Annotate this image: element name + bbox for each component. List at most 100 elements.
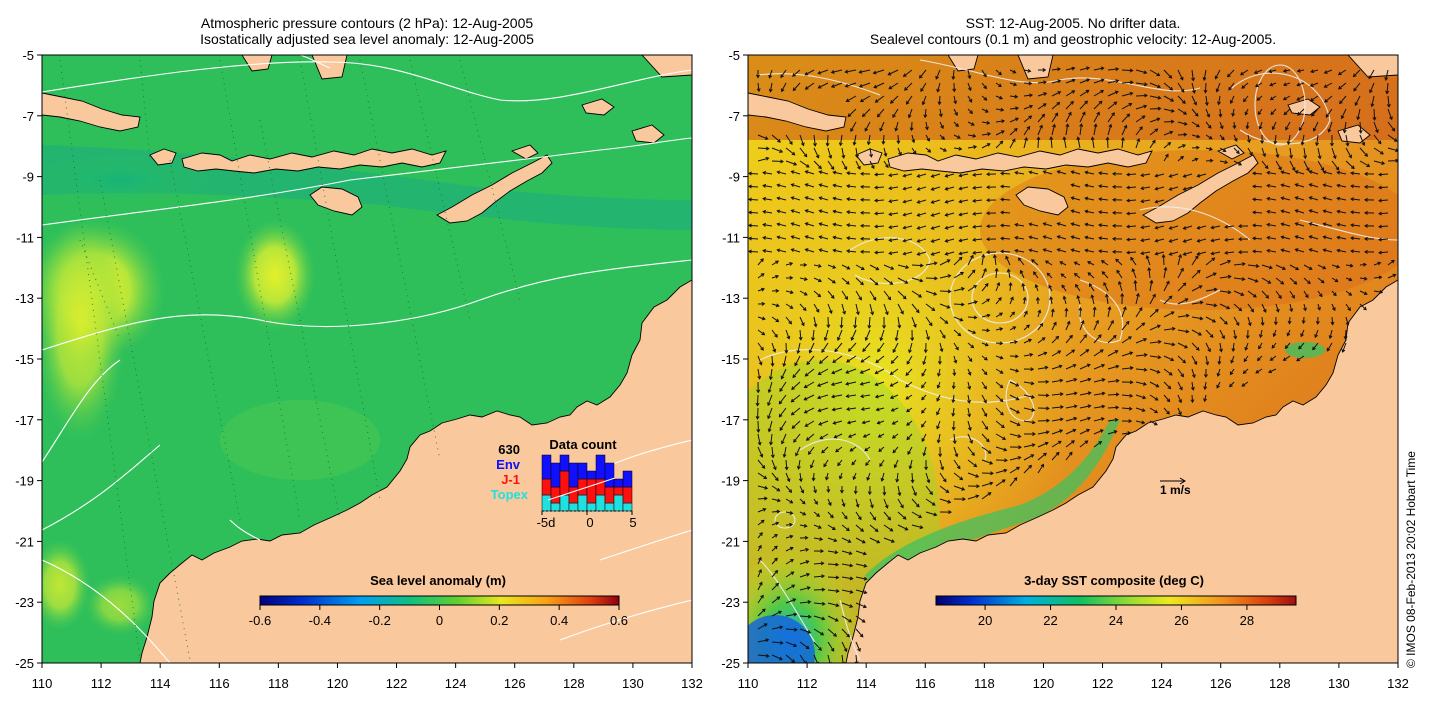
velocity-arrow [825, 472, 829, 480]
velocity-arrow [892, 108, 899, 118]
velocity-arrow [813, 562, 824, 565]
velocity-arrow [1037, 366, 1048, 370]
velocity-arrow [953, 147, 962, 150]
velocity-arrow [1071, 184, 1081, 188]
velocity-arrow [995, 381, 1003, 388]
velocity-arrow [1135, 354, 1147, 357]
velocity-arrow [1378, 173, 1389, 176]
velocity-arrow [1065, 429, 1076, 435]
velocity-arrow [1093, 100, 1103, 110]
velocity-arrow [981, 433, 990, 442]
left-colorbar-label--0.4: -0.4 [309, 613, 331, 628]
velocity-arrow [855, 550, 867, 555]
velocity-arrow [1191, 108, 1199, 117]
velocity-arrow [855, 628, 864, 638]
velocity-arrow [1037, 442, 1049, 448]
velocity-arrow [905, 381, 913, 388]
velocity-arrow [1107, 320, 1114, 331]
velocity-arrow [1065, 124, 1069, 136]
velocity-arrow [1009, 420, 1021, 426]
velocity-arrow [1146, 255, 1151, 266]
left-ytick--17: -17 [15, 413, 34, 428]
velocity-arrow [1261, 303, 1267, 313]
velocity-arrow [1316, 134, 1319, 146]
velocity-arrow [1295, 235, 1305, 240]
velocity-arrow [967, 255, 974, 266]
velocity-arrow [939, 342, 943, 352]
velocity-arrow [799, 498, 806, 505]
velocity-arrow [1023, 324, 1030, 331]
velocity-arrow [911, 303, 920, 313]
velocity-arrow [1368, 69, 1375, 79]
velocity-arrow [748, 185, 759, 188]
velocity-arrow [1303, 277, 1311, 284]
velocity-arrow [805, 222, 815, 227]
velocity-arrow [831, 82, 843, 88]
velocity-arrow [827, 589, 839, 592]
velocity-arrow [1359, 160, 1370, 167]
count-bar-env [559, 454, 570, 472]
velocity-arrow [819, 249, 829, 253]
velocity-arrow [1074, 273, 1081, 279]
velocity-arrow [1063, 296, 1067, 305]
velocity-arrow [1338, 69, 1347, 75]
velocity-arrow [875, 381, 885, 386]
velocity-arrow [921, 433, 927, 442]
velocity-arrow [813, 134, 816, 146]
velocity-arrow [1177, 342, 1188, 349]
velocity-arrow [1359, 303, 1367, 311]
velocity-arrow [1191, 316, 1203, 320]
velocity-arrow [1359, 277, 1367, 280]
velocity-arrow [906, 407, 913, 412]
velocity-arrow [897, 485, 901, 496]
velocity-arrow [874, 238, 885, 241]
velocity-arrow [1267, 184, 1277, 188]
velocity-arrow [921, 394, 927, 401]
left-xtick-124: 124 [445, 676, 467, 691]
velocity-arrow [952, 394, 955, 403]
velocity-arrow [763, 197, 773, 201]
velocity-arrow [1191, 82, 1196, 94]
velocity-arrow [925, 121, 928, 130]
right-ytick--17: -17 [721, 413, 740, 428]
velocity-arrow [827, 550, 838, 554]
velocity-arrow [869, 524, 879, 532]
velocity-arrow [1099, 185, 1109, 188]
velocity-arrow [847, 237, 857, 240]
velocity-arrow [827, 524, 836, 530]
velocity-arrow [1023, 454, 1034, 461]
velocity-arrow [1211, 238, 1221, 242]
velocity-arrow [995, 282, 1000, 292]
velocity-arrow [777, 249, 787, 253]
velocity-arrow [1087, 272, 1095, 279]
velocity-arrow [1331, 264, 1340, 268]
velocity-arrow [877, 342, 885, 352]
velocity-arrow [859, 69, 871, 73]
velocity-arrow [1275, 264, 1286, 270]
velocity-arrow [1285, 342, 1291, 349]
count-bar-topex [595, 494, 606, 512]
velocity-arrow [1219, 316, 1228, 325]
velocity-arrow [757, 342, 764, 351]
velocity-arrow [1274, 134, 1277, 144]
velocity-arrow [1205, 342, 1211, 352]
velocity-arrow [936, 394, 941, 402]
velocity-arrow [855, 290, 862, 301]
velocity-arrow [1149, 368, 1160, 374]
count-bar-j-1 [577, 478, 588, 496]
velocity-arrow [1000, 224, 1011, 227]
velocity-arrow [1077, 295, 1081, 305]
right-xtick-112: 112 [797, 676, 818, 691]
velocity-arrow [925, 485, 933, 495]
velocity-arrow [1121, 367, 1133, 370]
right-colorbar-label-26: 26 [1174, 613, 1188, 628]
velocity-arrow [785, 262, 793, 266]
velocity-arrow [839, 134, 843, 146]
velocity-arrow [1079, 124, 1082, 136]
right-xtick-128: 128 [1269, 676, 1291, 691]
velocity-arrow [981, 407, 987, 417]
velocity-arrow [1345, 316, 1349, 326]
velocity-arrow [819, 355, 829, 364]
velocity-arrow [1285, 121, 1291, 130]
velocity-arrow [1378, 238, 1389, 241]
